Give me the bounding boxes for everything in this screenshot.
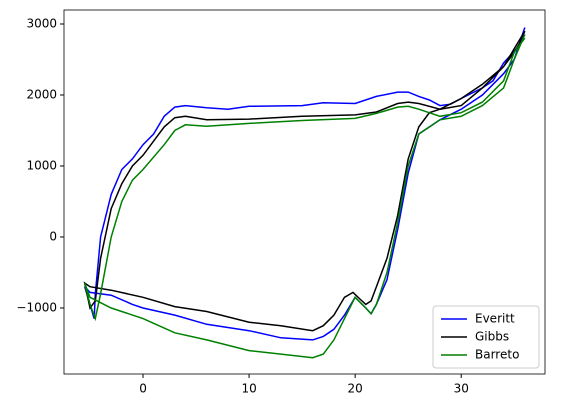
x-tick-label: 0 [139, 382, 147, 396]
y-tick-label: 1000 [26, 158, 57, 172]
x-tick-label: 20 [348, 382, 363, 396]
series-line [83, 30, 526, 332]
legend-box [432, 305, 540, 369]
plot-frame [63, 9, 546, 375]
legend-label: Gibbs [475, 330, 509, 344]
x-tick-label: 10 [241, 382, 256, 396]
legend-label: Everitt [475, 312, 515, 326]
x-tick-label: 30 [454, 382, 469, 396]
legend-label: Barreto [475, 348, 519, 362]
series-line [83, 34, 526, 359]
y-tick-label: −1000 [16, 300, 57, 314]
y-tick-label: 2000 [26, 87, 57, 101]
y-tick-label: 0 [49, 229, 57, 243]
y-tick-label: 3000 [26, 16, 57, 30]
series-line [83, 27, 526, 341]
